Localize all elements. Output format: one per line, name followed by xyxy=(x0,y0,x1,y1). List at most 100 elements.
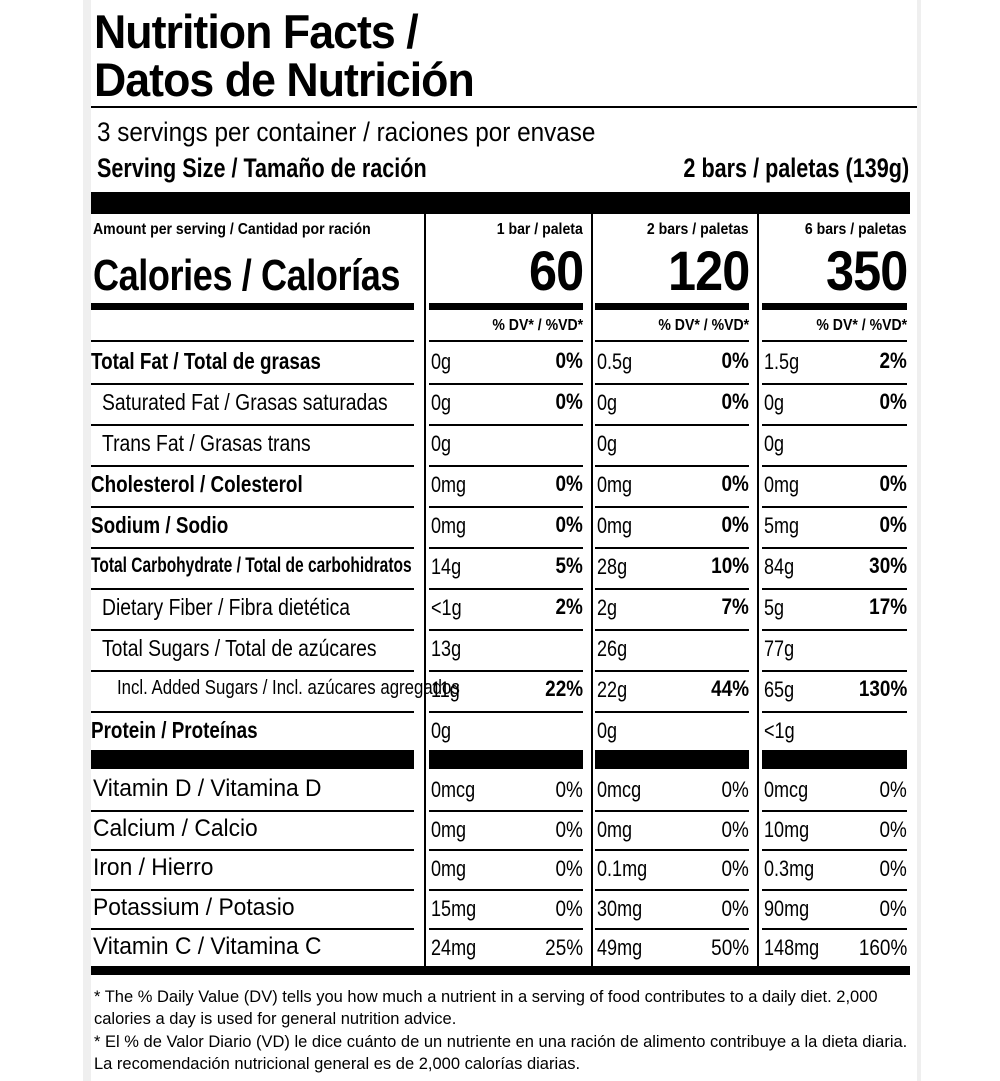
row-divider xyxy=(91,809,414,812)
row-divider xyxy=(595,888,749,891)
row-divider xyxy=(429,670,583,672)
row-divider xyxy=(91,547,414,549)
nutrient-amount: 1.5g xyxy=(764,349,800,374)
nutrient-label: Trans Fat / Grasas trans xyxy=(102,430,311,456)
nutrient-amount: <1g xyxy=(764,718,795,743)
vitamin-amount: 30mg xyxy=(597,895,643,921)
vitamin-amount: 90mg xyxy=(764,895,810,921)
nutrient-dv: 0% xyxy=(555,471,583,496)
nutrient-amount: 5mg xyxy=(764,513,800,538)
nutrient-dv: 10% xyxy=(711,553,749,578)
vitamin-dv: 0% xyxy=(879,895,907,921)
thick-section-bar xyxy=(762,750,907,769)
footnote-english: * The % Daily Value (DV) tells you how m… xyxy=(94,988,878,1029)
vitamin-label: Vitamin C / Vitamina C xyxy=(93,933,322,960)
vitamin-dv: 0% xyxy=(555,816,583,842)
title-english: Nutrition Facts / xyxy=(94,5,419,58)
thick-section-bar xyxy=(429,750,583,769)
row-divider xyxy=(595,849,749,851)
vitamin-amount: 148mg xyxy=(764,935,820,960)
thick-section-bar xyxy=(595,750,749,769)
vitamin-amount: 0mcg xyxy=(597,777,642,802)
nutrient-amount: 0g xyxy=(597,390,618,415)
serving-size-label: Serving Size / Tamaño de ración xyxy=(97,153,427,183)
row-divider xyxy=(762,849,907,851)
thick-divider xyxy=(91,192,910,214)
nutrient-amount: 0mg xyxy=(431,472,467,497)
row-divider xyxy=(762,506,907,508)
nutrient-dv: 0% xyxy=(879,389,907,414)
nutrient-amount: 0mg xyxy=(597,513,633,538)
nutrient-label: Total Sugars / Total de azúcares xyxy=(102,635,377,661)
row-divider xyxy=(762,629,907,631)
title-spanish: Datos de Nutrición xyxy=(94,53,475,106)
nutrient-amount: 0mg xyxy=(597,472,633,497)
nutrient-amount: 0g xyxy=(764,431,785,456)
row-divider xyxy=(91,711,414,713)
calories-rule xyxy=(762,303,907,310)
nutrient-amount: 2g xyxy=(597,595,618,620)
nutrient-dv: 30% xyxy=(869,553,907,578)
row-divider xyxy=(429,629,583,631)
row-divider xyxy=(429,928,583,930)
row-divider xyxy=(429,383,583,385)
nutrient-amount: 0mg xyxy=(431,513,467,538)
nutrient-amount: <1g xyxy=(431,595,462,620)
column-header: 6 bars / paletas xyxy=(805,221,907,238)
nutrient-amount: 13g xyxy=(431,636,462,661)
row-divider xyxy=(762,670,907,672)
column-separator xyxy=(757,214,759,966)
column-separator xyxy=(424,214,426,966)
vitamin-amount: 10mg xyxy=(764,816,810,842)
row-divider xyxy=(762,424,907,426)
row-divider xyxy=(595,506,749,508)
row-divider xyxy=(762,465,907,467)
nutrient-amount: 28g xyxy=(597,554,628,579)
row-divider xyxy=(429,711,583,713)
nutrient-dv: 130% xyxy=(858,676,907,701)
row-divider xyxy=(91,506,414,508)
nutrient-dv: 0% xyxy=(721,348,749,373)
row-divider xyxy=(429,547,583,549)
row-divider xyxy=(91,383,414,385)
vitamin-dv: 0% xyxy=(879,856,907,881)
column-separator xyxy=(591,214,593,966)
row-divider xyxy=(91,629,414,631)
thick-divider-bottom xyxy=(91,966,910,975)
vitamin-amount: 0mcg xyxy=(431,777,476,802)
vitamin-dv: 25% xyxy=(545,935,583,960)
nutrient-amount: 14g xyxy=(431,554,462,579)
row-divider xyxy=(762,588,907,590)
row-divider xyxy=(429,888,583,891)
row-divider xyxy=(429,506,583,508)
row-divider xyxy=(762,383,907,385)
row-divider xyxy=(595,424,749,426)
row-divider xyxy=(91,588,414,590)
serving-size-value: 2 bars / paletas (139g) xyxy=(683,153,909,183)
vitamin-label: Potassium / Potasio xyxy=(93,893,295,921)
vitamin-label: Calcium / Calcio xyxy=(93,814,258,842)
calories-value: 350 xyxy=(825,239,908,302)
vitamin-amount: 0mg xyxy=(597,816,633,842)
row-divider xyxy=(91,465,414,467)
nutrient-amount: 11g xyxy=(431,677,460,702)
nutrition-label xyxy=(91,0,917,1081)
vitamin-amount: 0.3mg xyxy=(764,856,815,881)
dv-header: % DV* / %VD* xyxy=(658,317,749,334)
nutrient-dv: 22% xyxy=(545,676,583,701)
calories-label: Calories / Calorías xyxy=(93,251,401,300)
nutrient-label: Protein / Proteínas xyxy=(91,717,258,743)
nutrient-amount: 0g xyxy=(431,431,452,456)
calories-rule xyxy=(595,303,749,310)
column-header: 2 bars / paletas xyxy=(647,221,749,238)
row-divider xyxy=(762,928,907,930)
nutrient-dv: 17% xyxy=(869,594,907,619)
vitamin-dv: 0% xyxy=(721,816,749,842)
nutrient-dv: 0% xyxy=(555,389,583,414)
nutrient-label: Total Fat / Total de grasas xyxy=(91,348,321,374)
vitamin-dv: 0% xyxy=(555,895,583,921)
vitamin-dv: 0% xyxy=(879,777,907,802)
nutrient-dv: 0% xyxy=(721,389,749,414)
dv-header: % DV* / %VD* xyxy=(492,317,583,334)
nutrient-dv: 0% xyxy=(555,348,583,373)
